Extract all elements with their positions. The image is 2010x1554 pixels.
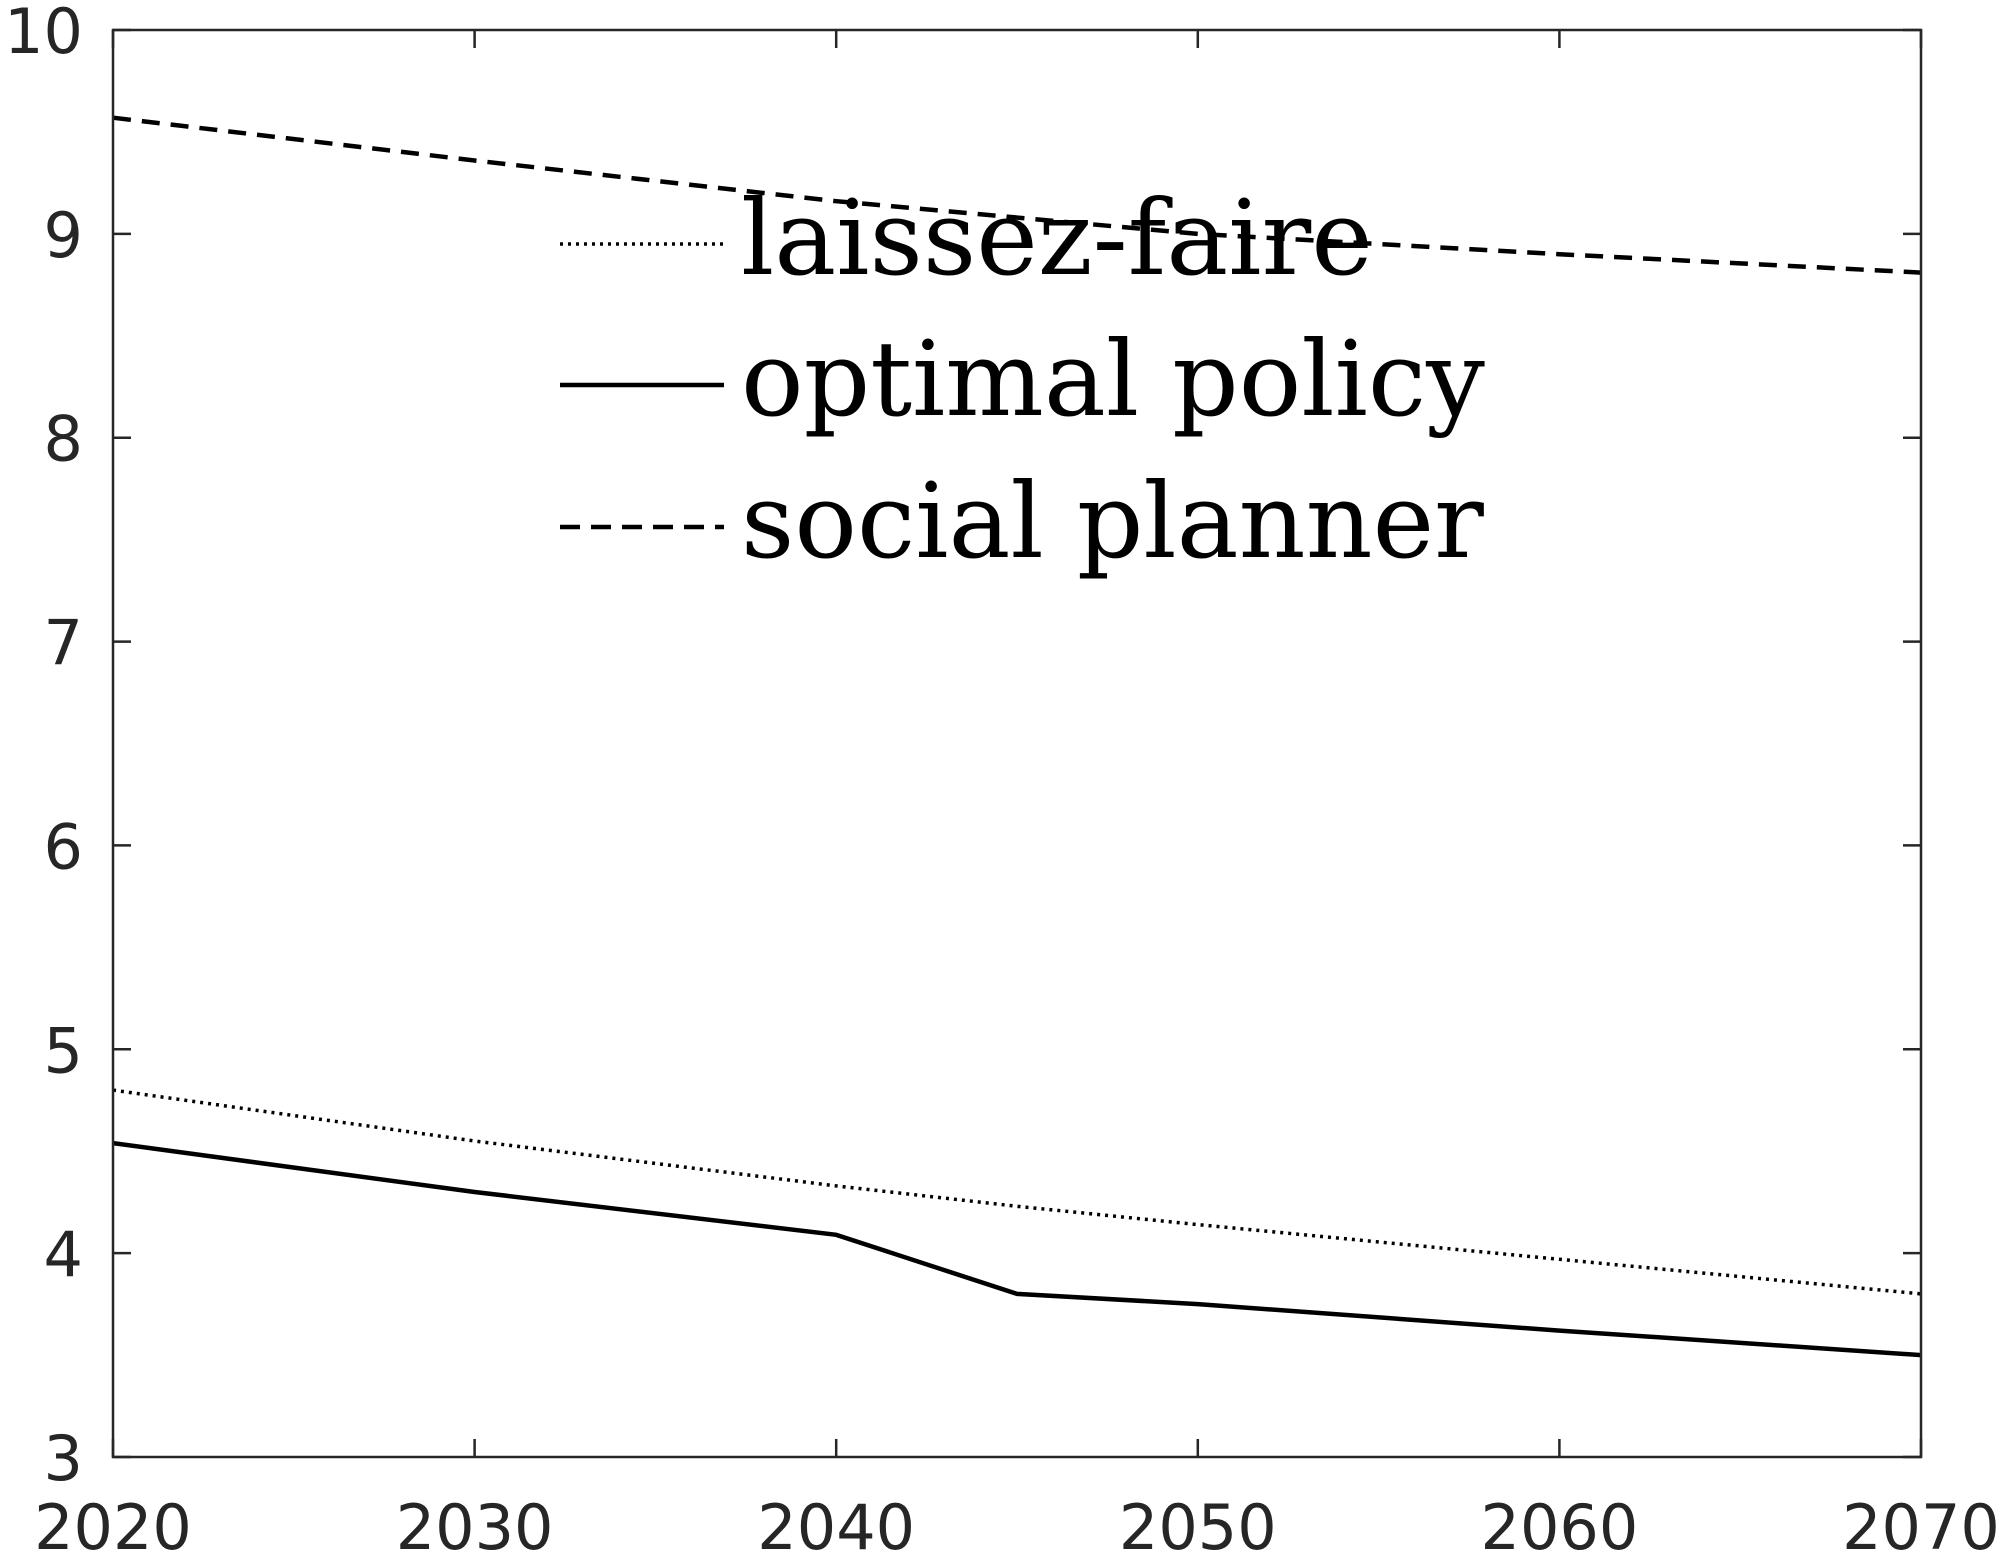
y-tick-label: 4 [44,1218,83,1291]
y-tick-label: 5 [44,1014,83,1087]
x-tick-label: 2030 [396,1491,554,1554]
axis-tick-labels: 2020 2030 2040 2050 2060 2070 3 4 5 6 7 8 9 10 [4,0,2000,1554]
x-tick-label: 2020 [34,1491,192,1554]
x-tick-label: 2050 [1119,1491,1277,1554]
legend-label: laissez-faire [741,177,1373,299]
y-tick-label: 3 [44,1422,83,1495]
series-line-social-planner [112,115,1922,275]
legend-label: optimal policy [741,318,1485,440]
x-tick-label: 2060 [1481,1491,1639,1554]
series-line-optimal-policy [112,1140,1922,1358]
legend: laissez-faire optimal policy social planne… [560,177,1485,582]
plot-background [113,30,1921,1457]
y-tick-label: 7 [44,607,83,680]
y-tick-label: 9 [44,199,83,272]
y-tick-label: 10 [4,0,83,68]
y-tick-label: 6 [44,810,83,883]
y-tick-label: 8 [44,403,83,476]
series-layer [112,115,1922,1358]
legend-label: social planner [741,460,1484,582]
plot-frame [111,28,1923,1459]
x-tick-label: 2040 [757,1491,915,1554]
series-line-laissez-faire [112,1088,1922,1296]
x-tick-label: 2070 [1842,1491,2000,1554]
